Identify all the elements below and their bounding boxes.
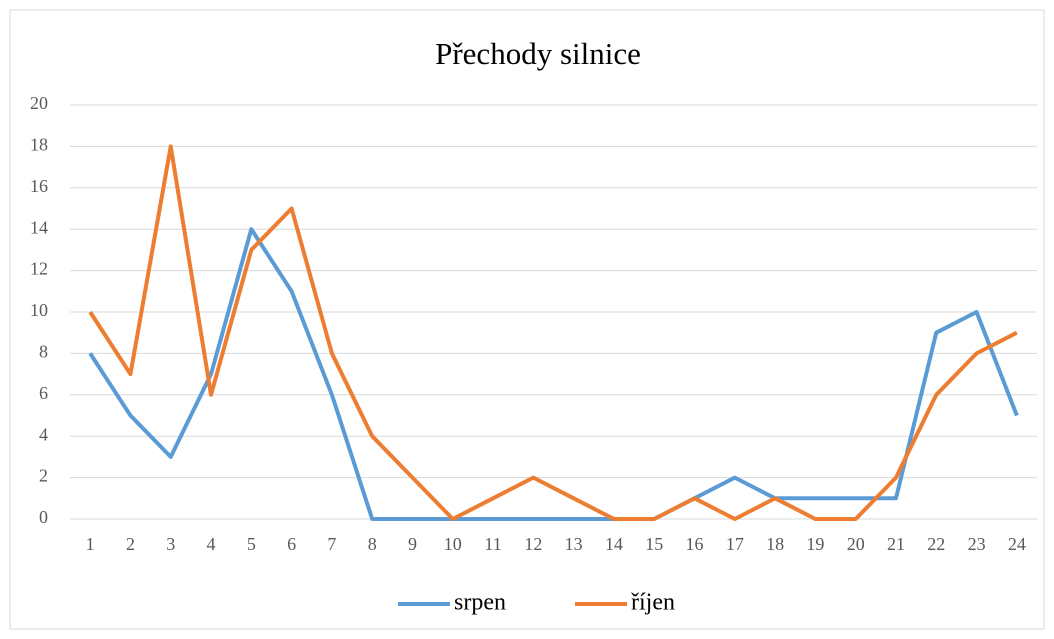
y-tick-label: 14: [30, 217, 48, 237]
x-tick-label: 10: [444, 534, 462, 554]
x-tick-label: 9: [408, 534, 417, 554]
x-tick-label: 16: [686, 534, 704, 554]
y-tick-label: 0: [39, 507, 48, 527]
y-tick-label: 10: [30, 300, 48, 320]
y-tick-label: 8: [39, 342, 48, 362]
x-tick-label: 20: [847, 534, 865, 554]
x-tick-label: 17: [726, 534, 744, 554]
y-tick-label: 4: [39, 424, 48, 444]
x-tick-label: 11: [484, 534, 501, 554]
y-tick-label: 16: [30, 176, 48, 196]
y-tick-label: 18: [30, 135, 48, 155]
x-tick-label: 19: [806, 534, 824, 554]
x-tick-label: 1: [86, 534, 95, 554]
y-tick-label: 6: [39, 383, 48, 403]
chart-title: Přechody silnice: [435, 36, 641, 71]
legend-label: říjen: [631, 590, 675, 616]
x-tick-label: 18: [766, 534, 784, 554]
x-tick-label: 3: [166, 534, 175, 554]
x-tick-label: 15: [645, 534, 663, 554]
y-tick-label: 12: [30, 259, 48, 279]
y-tick-label: 20: [30, 93, 48, 113]
x-tick-label: 12: [524, 534, 542, 554]
x-tick-label: 7: [327, 534, 336, 554]
x-tick-label: 24: [1008, 534, 1026, 554]
x-tick-label: 4: [207, 534, 216, 554]
chart-border: [9, 9, 1045, 630]
x-tick-label: 22: [927, 534, 945, 554]
x-tick-label: 21: [887, 534, 905, 554]
series-line: [88, 227, 1019, 521]
x-tick-label: 5: [247, 534, 256, 554]
x-tick-label: 8: [368, 534, 377, 554]
x-tick-label: 2: [126, 534, 135, 554]
series-line: [88, 144, 1018, 521]
x-tick-label: 14: [605, 534, 623, 554]
x-tick-label: 13: [565, 534, 583, 554]
x-tick-label: 23: [968, 534, 986, 554]
y-tick-label: 2: [39, 466, 48, 486]
legend-label: srpen: [454, 590, 506, 616]
x-tick-label: 6: [287, 534, 296, 554]
